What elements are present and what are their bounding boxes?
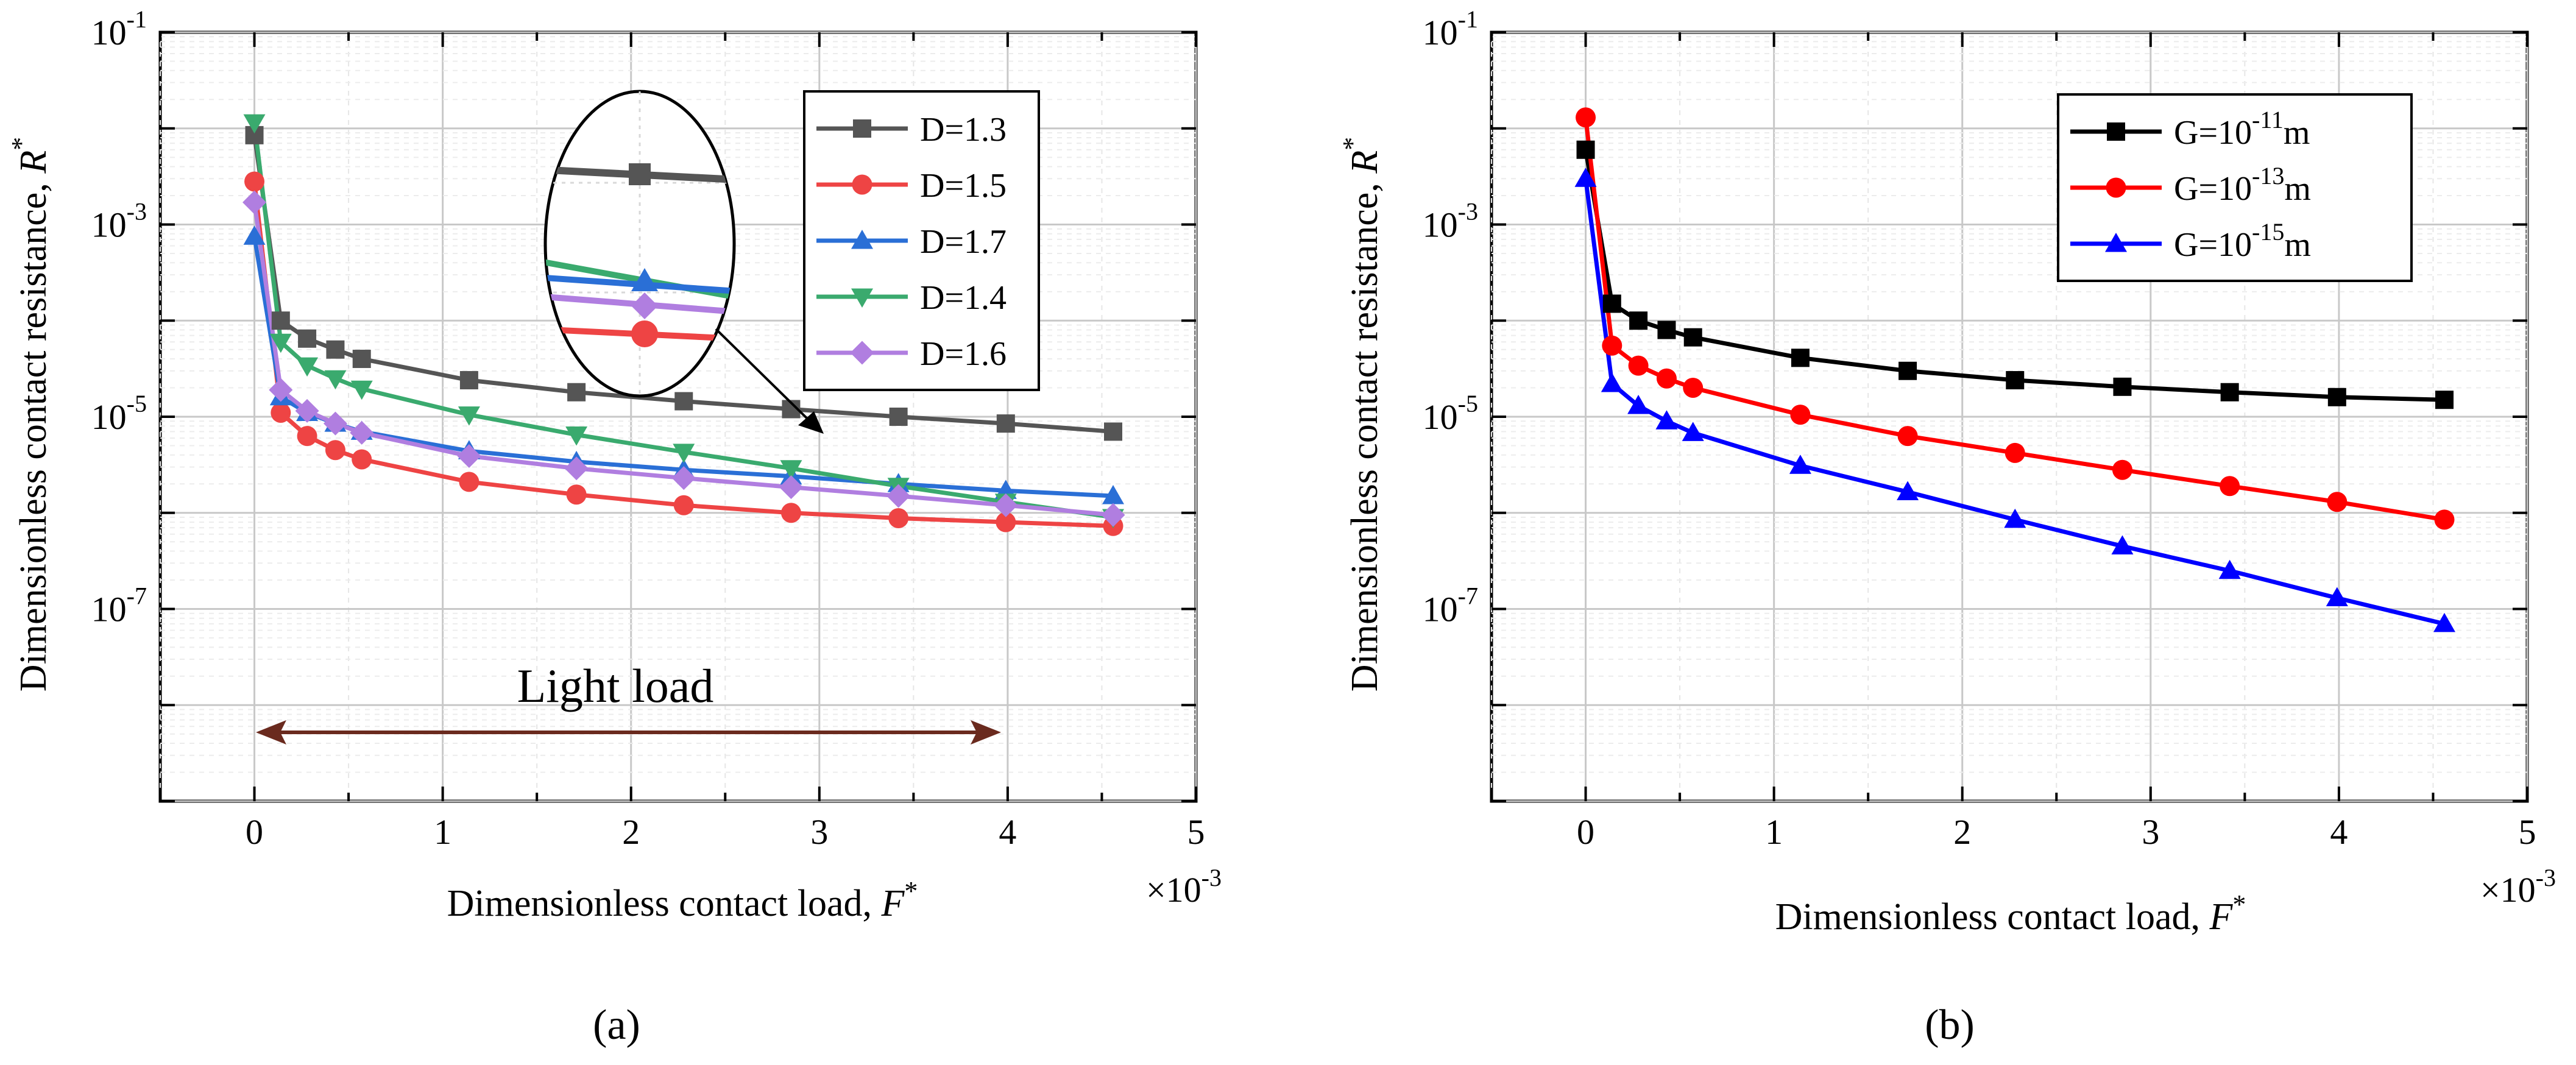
data-point-g-10-13m — [2220, 476, 2240, 496]
data-point-d-1-5 — [325, 440, 345, 460]
y-tick-label: 10-7 — [1423, 582, 1478, 629]
data-point-d-1-3 — [353, 350, 371, 368]
x-tick-label: 0 — [246, 812, 263, 852]
legend-marker-d-1-5 — [852, 175, 872, 195]
data-point-d-1-3 — [674, 392, 693, 411]
data-point-g-10-13m — [2112, 460, 2132, 480]
data-point-g-10-11m — [2328, 388, 2346, 406]
y-tick-label: 10-3 — [91, 198, 147, 245]
chart-panel-a: 0 1 2 3 4 5 10-1 10-3 10-5 10-7 — [6, 5, 1222, 1049]
data-point-d-1-3 — [567, 383, 586, 402]
x-multiplier-b: ×10-3 — [2480, 864, 2556, 910]
x-tick-label: 2 — [622, 812, 640, 852]
data-point-d-1-3 — [298, 330, 316, 348]
x-tick-label: 5 — [2519, 812, 2536, 852]
data-point-g-10-13m — [1602, 336, 1622, 356]
light-load-label: Light load — [517, 659, 714, 712]
data-point-g-10-11m — [1898, 362, 1917, 380]
x-axis-label-a: Dimensionless contact load, F* — [447, 876, 918, 924]
data-point-g-10-11m — [1657, 321, 1675, 339]
data-point-d-1-3 — [460, 371, 478, 389]
data-point-d-1-3 — [890, 408, 908, 426]
data-point-d-1-5 — [271, 403, 291, 423]
x-multiplier-a: ×10-3 — [1146, 864, 1222, 910]
data-point-g-10-11m — [2435, 391, 2454, 409]
legend-marker-d-1-3 — [853, 119, 871, 138]
y-axis-label-a: Dimensionless contact resistance, R* — [6, 137, 54, 692]
data-point-g-10-11m — [1629, 311, 1647, 330]
data-point-g-10-13m — [1657, 369, 1677, 389]
inset-marker-d13 — [629, 163, 651, 185]
data-point-g-10-11m — [2221, 383, 2239, 402]
data-point-g-10-13m — [1576, 107, 1596, 127]
data-point-g-10-13m — [1898, 426, 1918, 446]
data-point-d-1-5 — [674, 495, 694, 515]
y-tick-label: 10-1 — [1423, 5, 1478, 52]
data-point-g-10-13m — [1629, 356, 1649, 376]
data-point-d-1-5 — [888, 508, 908, 528]
x-tick-label: 3 — [810, 812, 828, 852]
y-tick-label: 10-5 — [1423, 390, 1478, 437]
data-point-g-10-11m — [2113, 378, 2131, 396]
y-tick-label: 10-5 — [91, 390, 147, 437]
data-point-g-10-11m — [2006, 371, 2024, 389]
data-point-g-10-13m — [1683, 378, 1703, 398]
legend-label-d-1-5: D=1.5 — [920, 167, 1007, 205]
legend-marker-g-10-11m — [2107, 122, 2125, 141]
data-point-g-10-11m — [1684, 328, 1702, 347]
legend-label-d-1-3: D=1.3 — [920, 111, 1007, 149]
x-tick-label: 1 — [434, 812, 451, 852]
legend-label-d-1-6: D=1.6 — [920, 335, 1007, 373]
data-point-g-10-11m — [1603, 294, 1621, 313]
data-point-g-10-13m — [2005, 443, 2025, 463]
x-axis-label-b: Dimensionless contact load, F* — [1775, 890, 2246, 938]
x-tick-label: 5 — [1187, 812, 1205, 852]
data-point-g-10-13m — [1790, 405, 1810, 425]
data-point-d-1-3 — [997, 414, 1015, 433]
y-axis-label-b: Dimensionless contact resistance, R* — [1337, 137, 1385, 692]
figure: 0 1 2 3 4 5 10-1 10-3 10-5 10-7 — [0, 0, 2576, 1065]
x-tick-label: 4 — [999, 812, 1016, 852]
y-tick-label: 10-1 — [91, 5, 147, 52]
data-point-d-1-3 — [272, 311, 290, 330]
data-point-d-1-5 — [244, 171, 264, 191]
legend-label-d-1-7: D=1.7 — [920, 223, 1007, 261]
x-tick-label: 4 — [2330, 812, 2348, 852]
x-tick-label: 0 — [1577, 812, 1594, 852]
legend-b: G=10-11m G=10-13m G=10-15m — [2058, 94, 2411, 281]
data-point-g-10-13m — [2327, 492, 2347, 512]
data-point-d-1-5 — [781, 503, 801, 523]
panel-label-b: (b) — [1925, 1002, 1975, 1049]
data-point-d-1-3 — [1104, 422, 1122, 441]
legend-a: D=1.3 D=1.5 D=1.7 D=1.4 D=1.6 — [804, 91, 1039, 390]
data-point-g-10-11m — [1791, 349, 1810, 367]
data-point-d-1-5 — [567, 484, 587, 504]
data-point-g-10-11m — [1577, 141, 1595, 159]
chart-panel-b: 0 1 2 3 4 5 10-1 10-3 10-5 10-7 G=10-11m G=10-13m… — [1337, 5, 2556, 1049]
data-point-d-1-5 — [459, 472, 479, 492]
legend-label-d-1-4: D=1.4 — [920, 279, 1007, 317]
data-point-d-1-3 — [326, 341, 344, 359]
x-tick-label: 2 — [1953, 812, 1971, 852]
legend-marker-g-10-13m — [2106, 178, 2126, 198]
panel-label-a: (a) — [593, 1002, 640, 1049]
data-point-d-1-5 — [352, 449, 372, 469]
data-point-d-1-5 — [297, 426, 317, 446]
inset-marker-d15 — [631, 320, 658, 347]
x-tick-label: 3 — [2142, 812, 2159, 852]
y-tick-label: 10-7 — [91, 582, 147, 629]
data-point-g-10-13m — [2435, 509, 2455, 529]
x-tick-label: 1 — [1765, 812, 1783, 852]
y-tick-label: 10-3 — [1423, 198, 1478, 245]
